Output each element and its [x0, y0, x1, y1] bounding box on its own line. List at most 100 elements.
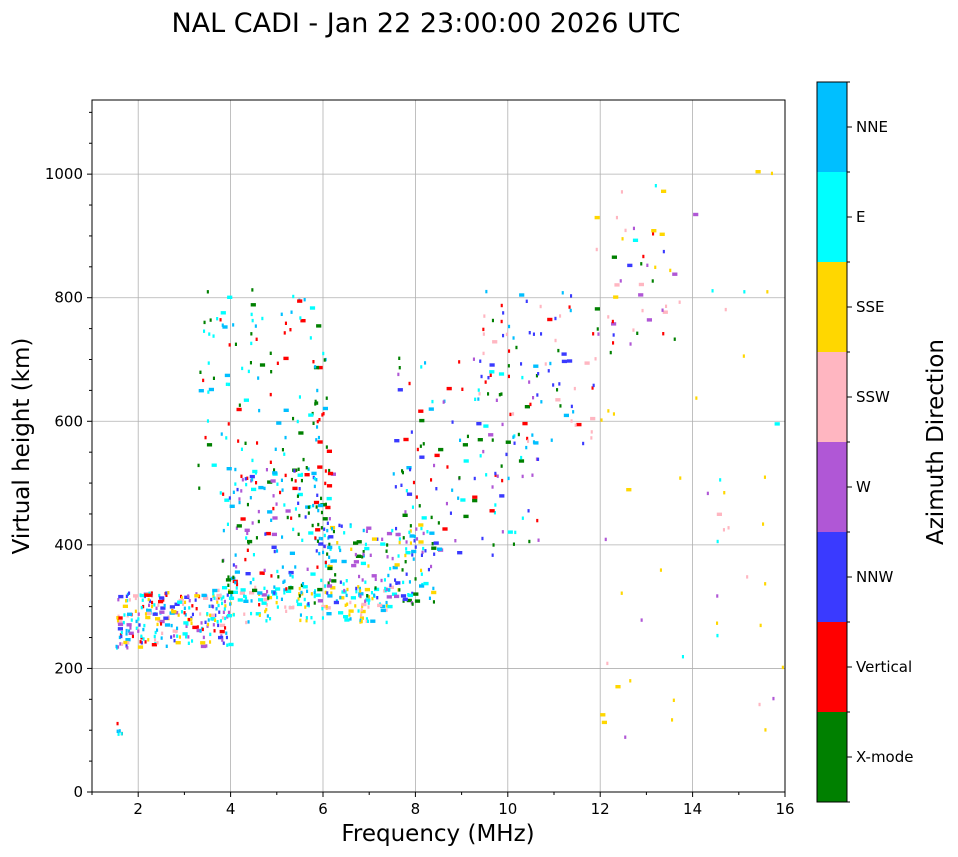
data-point — [472, 357, 475, 361]
data-point — [629, 342, 632, 346]
data-point — [327, 594, 333, 598]
data-point — [427, 567, 430, 572]
data-point — [640, 618, 643, 622]
data-point — [191, 639, 194, 643]
data-point — [615, 685, 621, 689]
data-point — [294, 507, 297, 511]
data-point — [360, 619, 363, 624]
data-point — [199, 629, 202, 633]
data-point — [422, 442, 425, 446]
data-point — [298, 487, 301, 491]
data-point — [343, 615, 349, 619]
data-point — [123, 640, 129, 645]
data-point — [346, 602, 349, 606]
data-point — [272, 506, 275, 511]
data-point — [329, 547, 332, 551]
data-point — [297, 492, 303, 497]
data-point — [317, 587, 323, 592]
data-point — [355, 586, 358, 591]
data-point — [227, 575, 230, 579]
data-point — [316, 401, 319, 405]
data-point — [194, 598, 197, 602]
data-point — [250, 611, 253, 616]
data-point — [265, 607, 268, 612]
data-point — [430, 564, 433, 569]
data-point — [244, 557, 247, 562]
data-point — [418, 523, 424, 527]
data-point — [611, 319, 614, 324]
data-point — [191, 604, 194, 608]
data-point — [350, 596, 356, 600]
data-point — [266, 589, 269, 594]
data-point — [279, 490, 282, 495]
data-point — [431, 590, 437, 595]
data-point — [285, 509, 291, 513]
data-point — [567, 359, 573, 363]
data-point — [224, 498, 230, 502]
data-point — [302, 582, 305, 586]
data-point — [462, 443, 468, 447]
data-point — [188, 617, 191, 622]
data-point — [275, 502, 278, 506]
data-point — [774, 422, 780, 426]
data-point — [432, 586, 435, 591]
data-point — [395, 581, 398, 585]
data-point — [402, 580, 405, 585]
data-point — [139, 640, 142, 644]
data-point — [303, 298, 306, 302]
data-point — [316, 539, 319, 543]
data-point — [208, 387, 214, 392]
data-point — [357, 585, 360, 589]
data-point — [261, 601, 267, 605]
data-point — [117, 645, 120, 649]
data-point — [351, 563, 357, 568]
data-point — [392, 565, 398, 570]
data-point — [326, 496, 332, 501]
y-tick-label: 600 — [54, 412, 83, 430]
data-point — [525, 299, 528, 303]
data-point — [338, 523, 341, 528]
data-point — [360, 608, 363, 612]
data-point — [314, 399, 317, 404]
data-point — [251, 458, 254, 463]
data-point — [186, 622, 189, 626]
data-point — [326, 612, 332, 616]
data-point — [607, 315, 610, 319]
data-point — [307, 467, 310, 471]
data-point — [365, 617, 368, 621]
data-point — [367, 564, 370, 568]
data-point — [537, 457, 540, 461]
data-point — [234, 570, 240, 574]
data-point — [252, 577, 255, 581]
data-point — [364, 542, 367, 547]
data-point — [484, 380, 487, 384]
data-point — [223, 607, 226, 611]
data-point — [280, 478, 283, 482]
data-point — [609, 350, 612, 355]
data-point — [433, 463, 436, 468]
data-point — [419, 584, 425, 588]
data-point — [255, 481, 258, 485]
data-point — [272, 494, 275, 498]
data-point — [426, 530, 429, 534]
data-point — [243, 594, 246, 598]
data-point — [572, 410, 575, 414]
data-point — [409, 467, 412, 472]
data-point — [576, 422, 582, 427]
data-point — [590, 436, 593, 440]
data-point — [140, 605, 143, 610]
data-point — [276, 361, 279, 365]
data-point — [249, 361, 252, 365]
data-point — [659, 232, 665, 236]
data-point — [294, 479, 297, 483]
data-point — [401, 470, 404, 475]
data-point — [404, 510, 407, 514]
data-point — [244, 477, 247, 481]
data-point — [324, 502, 327, 507]
data-point — [353, 541, 359, 545]
data-point — [125, 594, 128, 598]
data-point — [370, 591, 373, 595]
data-point — [501, 530, 504, 534]
data-point — [381, 537, 384, 541]
data-point — [185, 624, 188, 628]
